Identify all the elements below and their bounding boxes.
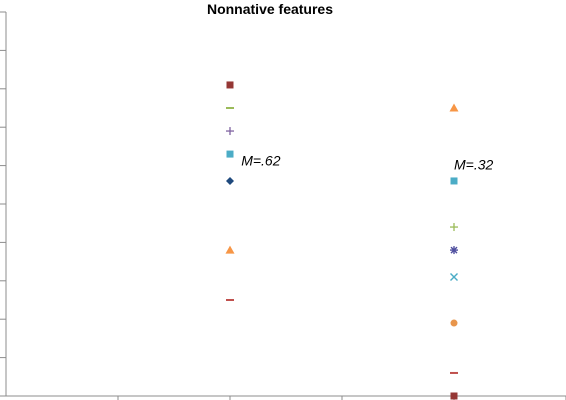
data-point (451, 320, 458, 327)
annotations: M=.62 M=.32 (241, 153, 493, 173)
data-point (451, 177, 458, 184)
chart-title: Nonnative features (207, 1, 333, 17)
mean-annotation: M=.62 (241, 153, 281, 169)
data-point (227, 151, 234, 158)
data-point (226, 127, 234, 135)
data-point (451, 393, 458, 400)
data-point (450, 223, 458, 231)
data-point (451, 273, 458, 280)
mean-annotation: M=.32 (454, 156, 494, 172)
data-point (450, 104, 459, 112)
data-points (226, 81, 459, 399)
data-point (226, 246, 235, 254)
data-point (226, 177, 234, 185)
data-point (450, 246, 458, 254)
data-point (227, 81, 234, 88)
axes (0, 12, 566, 400)
